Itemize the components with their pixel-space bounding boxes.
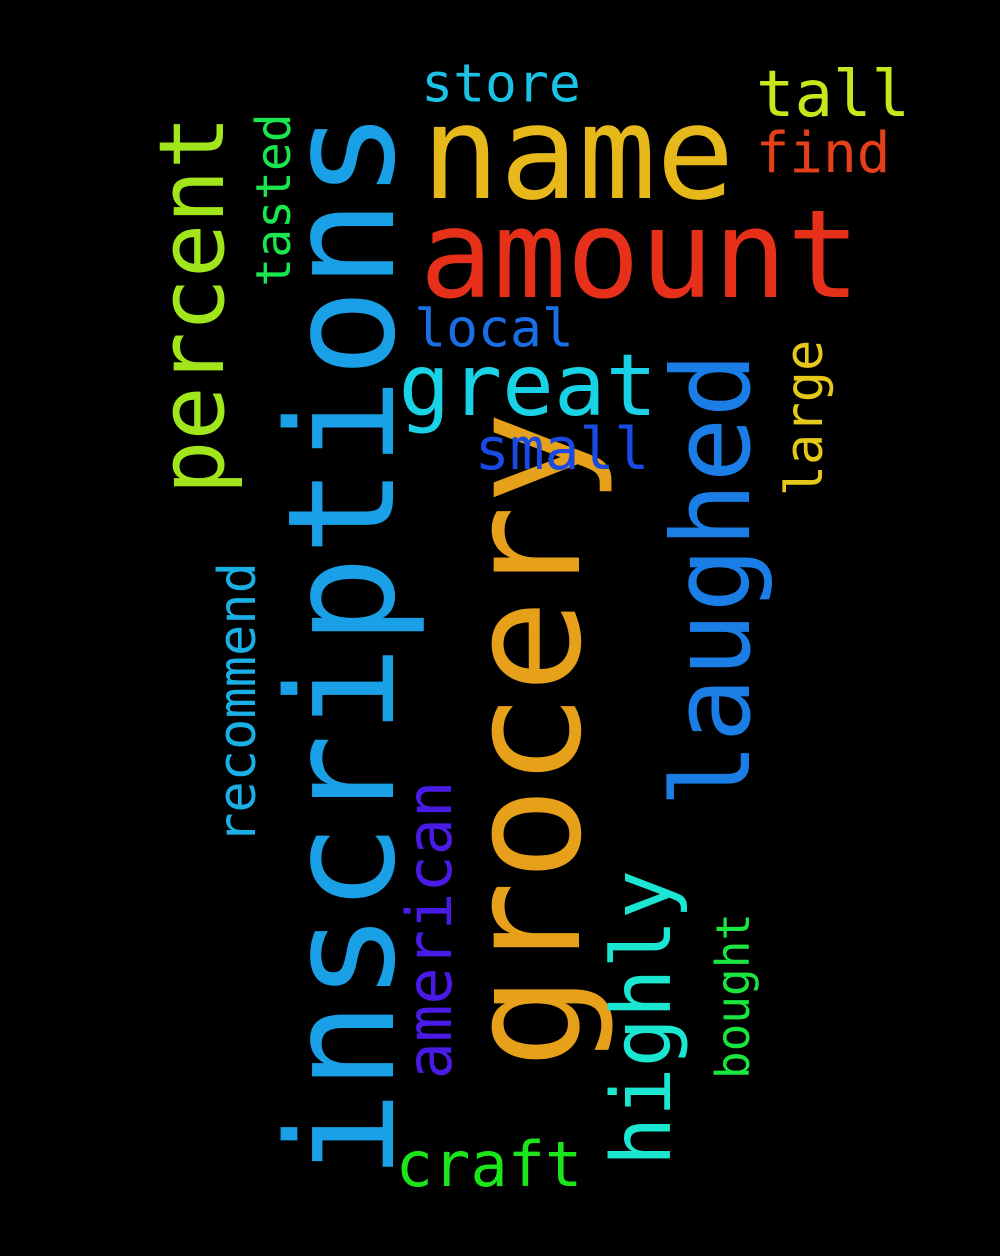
word-local: local <box>414 298 574 360</box>
word-tasted: tasted <box>246 113 302 287</box>
word-bought: bought <box>706 912 760 1080</box>
word-find: find <box>755 121 891 186</box>
word-grocery: grocery <box>434 411 616 1069</box>
word-amount: amount <box>419 184 861 326</box>
word-percent: percent <box>140 115 245 495</box>
word-tall: tall <box>755 58 911 132</box>
word-american: american <box>393 780 466 1080</box>
word-laughed: laughed <box>650 352 775 808</box>
word-craft: craft <box>395 1128 583 1201</box>
word-store: store <box>421 53 581 115</box>
word-name: name <box>421 77 735 229</box>
word-recommend: recommend <box>208 562 268 844</box>
word-large: large <box>775 339 835 497</box>
word-small: small <box>474 415 650 483</box>
word-great: great <box>398 336 658 436</box>
word-highly: highly <box>595 869 690 1167</box>
